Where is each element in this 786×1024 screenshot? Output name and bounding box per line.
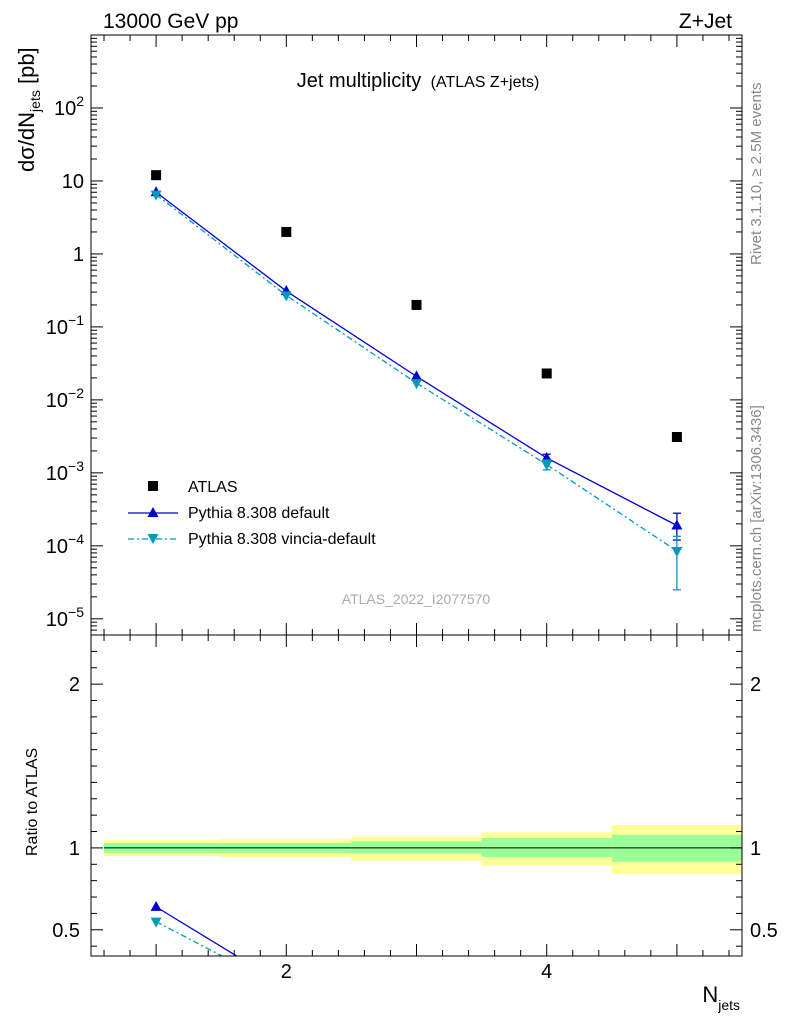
data-point-pythia-default <box>411 370 422 381</box>
main-y-tick-label-exp: 2 <box>76 93 84 109</box>
legend: ATLAS Pythia 8.308 default Pythia 8.308 … <box>128 479 376 548</box>
main-y-tick-label-exp: −4 <box>68 531 84 547</box>
ratio-point-pythia-default <box>411 988 422 998</box>
ratio-point-pythia-vincia <box>281 986 292 996</box>
ratio-y-tick-label: 0.5 <box>52 920 80 942</box>
x-tick-label: 2 <box>281 961 292 983</box>
data-point-pythia-vincia <box>280 291 292 302</box>
data-point-pythia-vincia <box>150 190 162 201</box>
main-y-tick-label-base: 10 <box>46 317 68 339</box>
data-point-pythia-vincia <box>671 546 683 557</box>
ratio-y-tick-label-right: 2 <box>750 674 761 696</box>
main-y-tick-label: 10−5 <box>46 604 84 631</box>
chart-title-sub: (ATLAS Z+jets) <box>431 74 540 91</box>
x-tick-label: 4 <box>541 961 552 983</box>
legend-label-atlas: ATLAS <box>188 479 238 496</box>
x-axis-label: Njets <box>702 982 740 1013</box>
data-point-atlas <box>541 368 552 379</box>
main-y-tick-label-base: 10 <box>46 609 68 631</box>
main-y-tick-label: 10−4 <box>46 531 84 558</box>
main-y-tick-label-exp: −2 <box>68 385 84 401</box>
header-process-label: Z+Jet <box>679 10 732 33</box>
main-y-axis-label: dσ/dNjets [pb] <box>14 47 43 172</box>
main-y-axis-label-main: dσ/dN <box>14 112 39 172</box>
legend-marker-pythia-vincia <box>147 534 159 544</box>
legend-label-pythia-default: Pythia 8.308 default <box>188 505 330 522</box>
chart-title: Jet multiplicity (ATLAS Z+jets) <box>297 70 540 92</box>
ratio-point-pythia-vincia <box>671 1003 682 1013</box>
ratio-panel: 0.5 0.5 1 1 2 2 Ratio to ATLAS <box>24 634 778 1013</box>
ratio-line-2 <box>155 921 224 956</box>
header-energy-label: 13000 GeV pp <box>103 10 238 33</box>
data-point-pythia-vincia <box>411 379 422 390</box>
ratio-y-tick-label-right: 0.5 <box>750 920 778 942</box>
data-point-atlas <box>281 226 292 237</box>
legend-marker-pythia-default <box>147 507 159 517</box>
legend-marker-atlas <box>148 481 158 491</box>
main-y-tick-label: 1 <box>73 244 84 266</box>
main-y-tick-label: 10−2 <box>46 385 84 412</box>
main-y-tick-label-base: 10 <box>62 171 84 193</box>
data-point-atlas <box>151 170 162 181</box>
data-point-pythia-vincia <box>541 460 553 471</box>
main-y-axis-label-unit: [pb] <box>14 47 39 90</box>
ratio-point-pythia-vincia <box>411 994 422 1004</box>
series-line-2 <box>155 194 678 552</box>
chart-title-main: Jet multiplicity <box>297 70 421 92</box>
x-axis-label-sub: jets <box>717 997 740 1013</box>
main-y-tick-label: 10−1 <box>46 312 84 339</box>
ratio-point-pythia-default <box>150 900 162 911</box>
ratio-point-pythia-vincia <box>541 998 552 1008</box>
main-y-tick-label-exp: −1 <box>68 312 84 328</box>
data-point-atlas <box>411 299 422 310</box>
analysis-id-label: ATLAS_2022_I2077570 <box>342 591 491 607</box>
main-y-tick-label: 10−3 <box>46 458 84 485</box>
main-y-tick-label-base: 10 <box>54 98 76 120</box>
series-line-1 <box>155 191 678 527</box>
main-y-axis-label-sub: jets <box>27 90 43 113</box>
main-y-tick-label-exp: −5 <box>68 604 84 620</box>
ratio-frame <box>90 634 743 957</box>
rivet-version-label: Rivet 3.1.10, ≥ 2.5M events <box>748 83 765 266</box>
main-panel: Jet multiplicity (ATLAS Z+jets) ATLAS_20… <box>14 34 743 636</box>
data-point-pythia-default <box>671 519 683 530</box>
main-y-tick-label-base: 10 <box>46 390 68 412</box>
ratio-y-tick-label: 1 <box>69 838 80 860</box>
main-y-tick-label-base: 1 <box>73 244 84 266</box>
ratio-point-pythia-default <box>671 996 682 1006</box>
ratio-y-tick-label: 2 <box>69 674 80 696</box>
ratio-point-pythia-vincia <box>150 917 162 928</box>
main-y-tick-label: 102 <box>54 93 84 120</box>
legend-label-pythia-vincia: Pythia 8.308 vincia-default <box>188 531 376 548</box>
main-y-tick-label: 10 <box>62 171 84 193</box>
main-y-tick-label-base: 10 <box>46 536 68 558</box>
main-y-tick-label-exp: −3 <box>68 458 84 474</box>
ratio-y-tick-label-right: 1 <box>750 838 761 860</box>
x-axis-label-main: N <box>702 982 718 1007</box>
main-y-tick-label-base: 10 <box>46 463 68 485</box>
ratio-y-axis-label: Ratio to ATLAS <box>24 748 41 856</box>
ratio-point-pythia-default <box>541 994 552 1004</box>
mcplots-label: mcplots.cern.ch [arXiv:1306.3436] <box>748 405 765 632</box>
data-point-atlas <box>671 431 682 442</box>
